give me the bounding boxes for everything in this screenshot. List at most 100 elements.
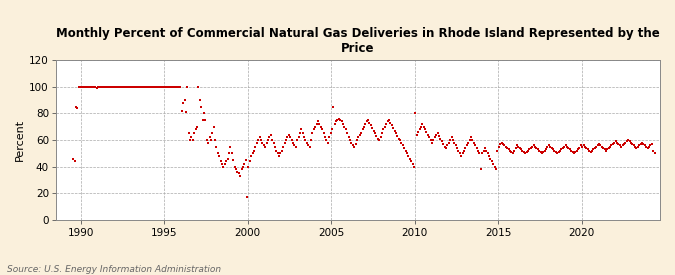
Point: [411, 133, 422, 137]
Point: [323, 141, 333, 145]
Point: [632, 144, 643, 149]
Point: [125, 85, 136, 89]
Point: [264, 135, 275, 139]
Point: [259, 143, 269, 147]
Point: [482, 151, 493, 155]
Point: [492, 148, 503, 153]
Point: [601, 148, 612, 153]
Point: [648, 148, 659, 153]
Point: [213, 151, 223, 155]
Point: [381, 122, 392, 126]
Point: [338, 122, 348, 126]
Point: [598, 146, 609, 150]
Point: [474, 151, 485, 155]
Point: [628, 143, 639, 147]
Point: [374, 138, 385, 142]
Point: [275, 151, 286, 155]
Point: [468, 141, 479, 145]
Point: [526, 144, 537, 149]
Point: [373, 136, 383, 141]
Point: [546, 146, 557, 150]
Point: [134, 85, 145, 89]
Point: [645, 143, 656, 147]
Point: [631, 146, 642, 150]
Point: [581, 146, 592, 150]
Point: [528, 143, 539, 147]
Point: [506, 150, 517, 154]
Point: [550, 150, 561, 154]
Point: [186, 135, 197, 139]
Point: [282, 135, 293, 139]
Point: [458, 148, 469, 153]
Point: [285, 135, 296, 139]
Point: [165, 85, 176, 89]
Point: [104, 85, 115, 89]
Point: [466, 135, 477, 139]
Point: [585, 150, 596, 154]
Point: [487, 159, 497, 163]
Point: [238, 164, 248, 169]
Point: [610, 139, 621, 144]
Point: [263, 138, 273, 142]
Point: [99, 85, 109, 89]
Point: [198, 111, 209, 116]
Point: [319, 135, 330, 139]
Point: [437, 139, 448, 144]
Point: [214, 154, 225, 158]
Point: [281, 138, 292, 142]
Point: [130, 85, 141, 89]
Point: [472, 148, 483, 153]
Point: [196, 104, 207, 109]
Point: [256, 138, 267, 142]
Point: [514, 146, 525, 150]
Point: [226, 151, 237, 155]
Point: [221, 159, 232, 163]
Point: [484, 154, 495, 158]
Point: [146, 85, 157, 89]
Point: [78, 85, 88, 89]
Point: [425, 138, 436, 142]
Point: [111, 85, 122, 89]
Point: [572, 147, 583, 152]
Point: [235, 174, 246, 178]
Point: [333, 117, 344, 121]
Point: [591, 144, 601, 149]
Point: [630, 144, 641, 149]
Point: [218, 164, 229, 169]
Point: [79, 85, 90, 89]
Point: [471, 146, 482, 150]
Point: [457, 151, 468, 155]
Point: [128, 85, 138, 89]
Point: [167, 85, 178, 89]
Point: [539, 148, 550, 153]
Point: [321, 138, 331, 142]
Point: [595, 143, 605, 147]
Point: [570, 150, 580, 154]
Point: [394, 136, 404, 141]
Point: [126, 85, 137, 89]
Point: [574, 146, 585, 150]
Point: [184, 131, 194, 136]
Point: [269, 144, 280, 149]
Point: [107, 85, 117, 89]
Point: [117, 85, 128, 89]
Point: [101, 85, 112, 89]
Point: [147, 85, 158, 89]
Point: [168, 85, 179, 89]
Point: [524, 147, 535, 152]
Point: [392, 134, 403, 138]
Point: [86, 85, 97, 89]
Point: [121, 85, 132, 89]
Point: [200, 118, 211, 122]
Point: [318, 131, 329, 136]
Point: [428, 138, 439, 142]
Point: [163, 85, 173, 89]
Point: [516, 147, 526, 152]
Point: [290, 144, 301, 149]
Point: [433, 134, 444, 138]
Point: [378, 127, 389, 131]
Point: [76, 85, 87, 89]
Point: [400, 148, 411, 153]
Point: [343, 135, 354, 139]
Point: [361, 119, 372, 123]
